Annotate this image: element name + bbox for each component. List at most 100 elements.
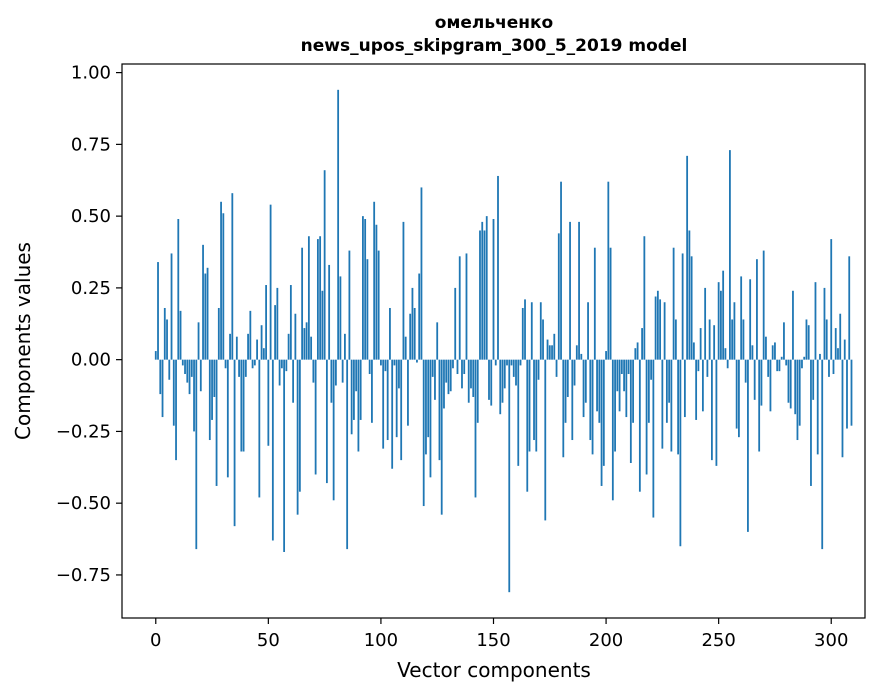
bar — [627, 359, 630, 375]
chart-title: омельченко — [435, 13, 553, 33]
bar — [476, 359, 479, 423]
bar — [463, 359, 466, 375]
bar — [470, 359, 472, 389]
bar — [422, 359, 425, 507]
bar — [253, 359, 256, 366]
bar — [188, 359, 191, 395]
bar — [506, 359, 508, 366]
bar — [503, 359, 506, 389]
bar — [163, 307, 166, 360]
bar — [328, 264, 331, 360]
bar — [690, 256, 693, 360]
bar — [344, 333, 346, 360]
x-tick-label: 50 — [257, 630, 280, 651]
bar — [647, 359, 650, 423]
bar — [494, 359, 497, 366]
bar — [602, 359, 605, 466]
bar — [492, 219, 495, 360]
bar — [238, 359, 240, 377]
bar — [618, 359, 621, 412]
bar — [819, 353, 821, 360]
bar — [445, 359, 448, 383]
bar — [701, 359, 704, 412]
bar — [240, 359, 243, 452]
bar — [713, 325, 716, 360]
bar — [661, 359, 664, 449]
bar — [724, 348, 727, 360]
bar — [371, 359, 373, 423]
bar — [560, 181, 562, 360]
bar — [208, 359, 211, 441]
bar — [362, 216, 364, 360]
bar — [539, 302, 542, 360]
bar — [828, 359, 830, 377]
y-tick-label: 0.75 — [71, 134, 111, 155]
bar — [620, 359, 623, 375]
bar — [780, 356, 783, 360]
bar — [429, 359, 432, 478]
bar — [785, 359, 788, 366]
bar — [271, 359, 274, 541]
bar — [760, 359, 763, 406]
bar — [578, 221, 580, 360]
bar — [166, 319, 168, 360]
bar — [229, 333, 231, 360]
bar — [380, 359, 382, 366]
bar — [555, 359, 558, 377]
bar — [458, 256, 461, 360]
bar — [537, 359, 540, 380]
bar — [508, 359, 511, 593]
bar — [303, 328, 306, 360]
bar — [373, 201, 376, 360]
bar — [697, 359, 700, 372]
bar — [742, 319, 745, 360]
y-axis-ticks: −0.75 −0.50 −0.25 0.00 0.25 0.50 0.75 1.00 — [56, 63, 122, 586]
bar — [753, 359, 756, 400]
bar — [695, 359, 698, 420]
bar — [285, 359, 288, 372]
bar — [231, 193, 234, 360]
bar — [582, 359, 585, 418]
bar — [830, 239, 833, 360]
bar — [258, 359, 261, 498]
bar — [350, 359, 353, 435]
bar — [515, 359, 517, 386]
bar — [177, 219, 180, 360]
x-tick-label: 100 — [364, 630, 398, 651]
bar — [355, 359, 358, 392]
bar — [789, 359, 792, 409]
bar — [751, 345, 754, 360]
bar — [501, 359, 504, 403]
bar — [731, 319, 734, 360]
bar — [384, 359, 387, 372]
bar — [584, 359, 587, 403]
bar — [591, 359, 594, 455]
bar — [758, 359, 761, 452]
bar — [427, 359, 430, 438]
bar — [197, 322, 200, 360]
bar — [521, 307, 524, 360]
bar — [683, 359, 686, 418]
bar — [404, 336, 407, 360]
bar — [517, 359, 520, 466]
bar — [593, 247, 596, 360]
bar — [674, 319, 677, 360]
bar — [260, 325, 263, 360]
bar — [249, 310, 252, 360]
bar — [436, 322, 439, 360]
bar — [467, 359, 470, 403]
bar — [598, 359, 601, 423]
bar — [609, 247, 612, 360]
bar — [726, 359, 729, 369]
bar — [348, 250, 351, 360]
bar — [704, 287, 707, 360]
bar — [841, 359, 844, 458]
bar — [233, 359, 236, 527]
bar — [699, 328, 702, 360]
bar — [490, 359, 493, 406]
bar — [643, 236, 646, 360]
bar — [614, 359, 616, 452]
bar — [629, 359, 632, 463]
bar — [395, 359, 398, 438]
bar — [796, 359, 799, 441]
